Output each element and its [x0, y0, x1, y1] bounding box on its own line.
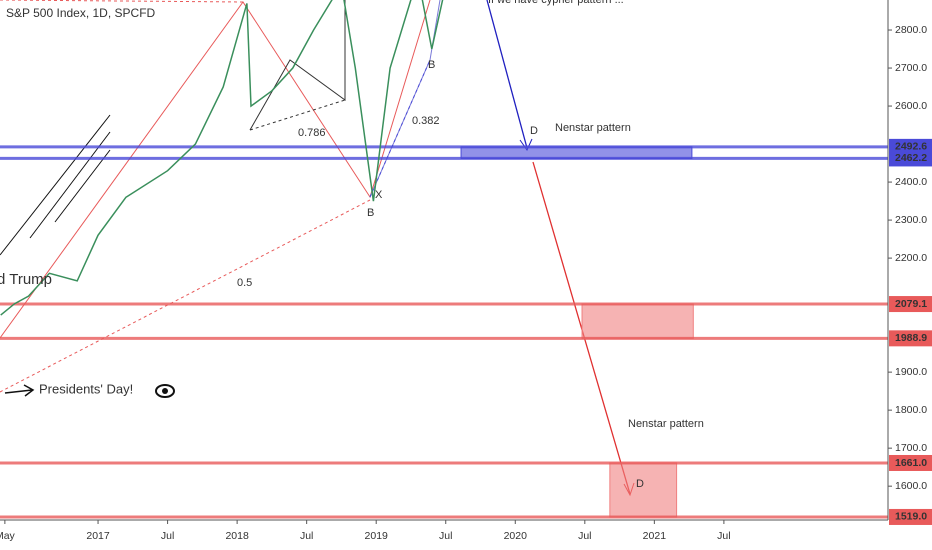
annotation: 0.5 [237, 277, 252, 289]
black-arrow [4, 389, 33, 394]
y-tick-label: 1800.0 [895, 404, 927, 416]
y-tick-label: 2300.0 [895, 214, 927, 226]
black-arrow [0, 114, 111, 256]
plot-area: If we have cypher pattern ... Nenstar pat… [0, 0, 888, 519]
annotation: If we have cypher pattern ... [488, 0, 624, 6]
annotation: 0.786 [298, 127, 326, 139]
annotation: Nenstar pattern [555, 122, 631, 134]
blue-pattern [369, 0, 441, 198]
x-tick-label: 2020 [504, 530, 528, 542]
x-tick-label: Jul [717, 530, 730, 542]
y-tick-label: 2700.0 [895, 62, 927, 74]
level-label-bg [889, 330, 932, 347]
x-tick-label: Jul [300, 530, 313, 542]
zone [460, 146, 693, 159]
eye-icon [155, 384, 175, 398]
black-arrow [54, 149, 111, 223]
level-label: 2462.2 [895, 152, 927, 164]
y-tick-label: 1600.0 [895, 480, 927, 492]
red-dashed [0, 199, 371, 393]
annotation: B [428, 59, 435, 71]
blue-arrow [486, 0, 528, 149]
zone [609, 462, 678, 518]
level-label-bg [889, 454, 932, 471]
x-tick-label: 2018 [225, 530, 249, 542]
annotation: 0.382 [412, 115, 440, 127]
red-pattern [0, 0, 431, 339]
annotation: Presidents' Day! [39, 381, 133, 396]
y-tick-label: 2800.0 [895, 24, 927, 36]
x-tick-label: 2021 [643, 530, 667, 542]
level-label-bg [889, 296, 932, 313]
level-label-bg [889, 150, 932, 167]
level-label-bg [889, 508, 932, 525]
x-tick-label: 2017 [86, 530, 110, 542]
zone [581, 303, 694, 339]
level-label: 2079.1 [895, 298, 927, 310]
red-arrow [532, 161, 631, 495]
annotation: D [636, 478, 644, 490]
x-tick-label: 2019 [365, 530, 389, 542]
level-label: 1988.9 [895, 332, 927, 344]
x-tick-label: Jul [578, 530, 591, 542]
x-tick-label: Jul [439, 530, 452, 542]
y-tick-label: 1700.0 [895, 442, 927, 454]
y-tick-label: 2400.0 [895, 176, 927, 188]
annotation: D [530, 125, 538, 137]
annotation: B [367, 207, 374, 219]
y-tick-label: 1900.0 [895, 366, 927, 378]
pattern-drawings [0, 0, 635, 497]
black-arrowhead [23, 384, 35, 397]
y-tick-label: 2200.0 [895, 252, 927, 264]
chart-title: S&P 500 Index, 1D, SPCFD [6, 6, 156, 20]
x-tick-label: May [0, 530, 16, 542]
red-dashed-top [0, 0, 244, 3]
annotation: X [375, 189, 383, 201]
level-label: 2492.6 [895, 141, 927, 153]
annotation: d Trump [0, 271, 52, 288]
annotation: Nenstar pattern [628, 418, 704, 430]
blue-dashed [369, 59, 431, 198]
black-arrow [29, 131, 111, 239]
level-label: 1519.0 [895, 511, 927, 523]
black-pattern [249, 0, 346, 131]
x-axis-area [0, 520, 932, 550]
x-tick-label: Jul [161, 530, 174, 542]
level-label: 1661.0 [895, 457, 927, 469]
black-dashed [249, 99, 346, 131]
y-tick-label: 2600.0 [895, 100, 927, 112]
price-line [0, 0, 444, 316]
